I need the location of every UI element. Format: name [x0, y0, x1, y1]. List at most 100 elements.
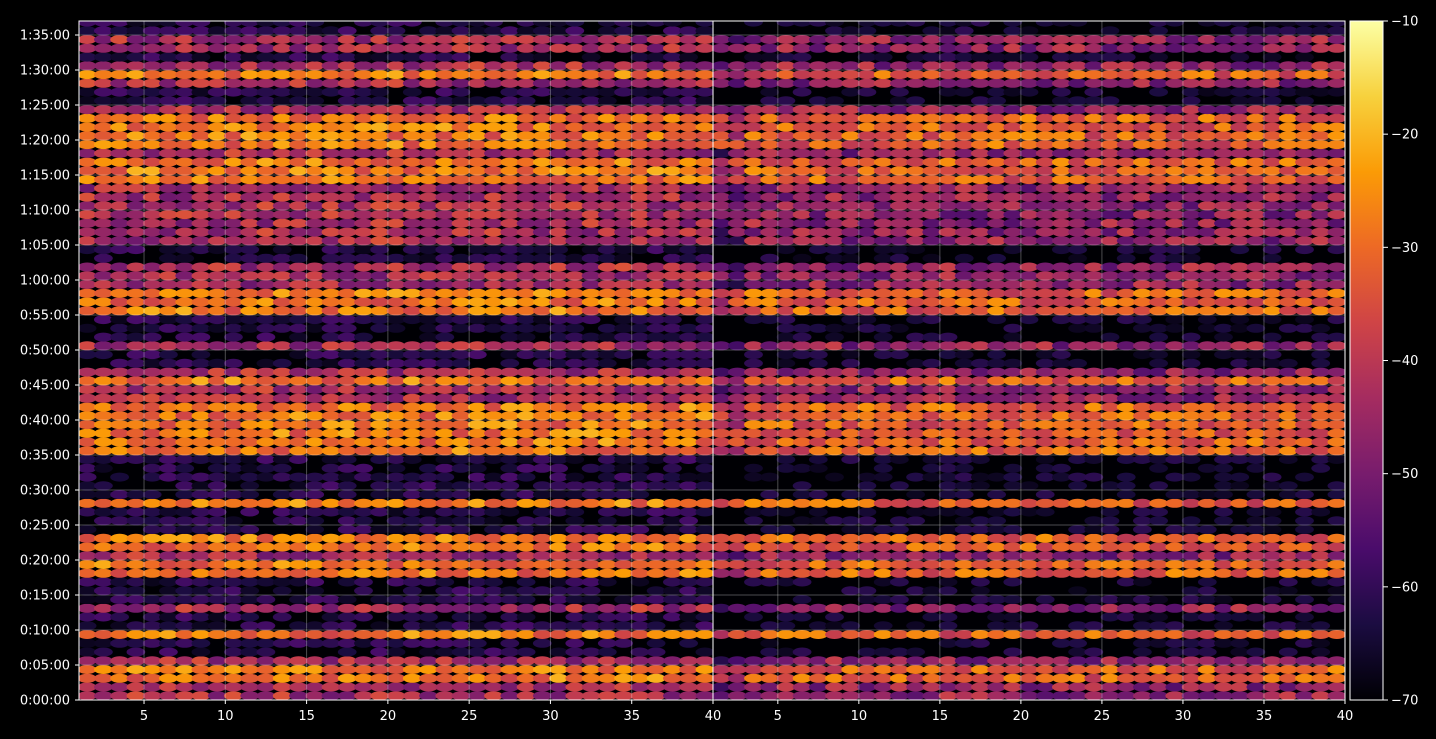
heatmap-cell-left-2993 — [549, 26, 568, 36]
heatmap-cell-left-1126 — [630, 446, 650, 456]
heatmap-cell-left-764 — [451, 525, 471, 534]
heatmap-cell-left-20 — [402, 691, 422, 700]
heatmap-cell-left-763 — [435, 525, 455, 534]
heatmap-cell-left-607 — [435, 560, 455, 569]
heatmap-cell-left-445 — [337, 595, 357, 604]
heatmap-cell-right-64 — [1116, 682, 1136, 692]
heatmap-cell-right-803 — [1084, 516, 1104, 526]
heatmap-cell-left-1852 — [386, 280, 406, 289]
heatmap-cell-left-1165 — [630, 437, 650, 447]
heatmap-cell-left-1308 — [419, 402, 438, 412]
heatmap-cell-right-2511 — [954, 131, 974, 141]
heatmap-cell-left-1913 — [110, 262, 129, 272]
heatmap-cell-left-1205 — [646, 428, 666, 438]
heatmap-cell-left-920 — [451, 490, 471, 499]
heatmap-cell-right-413 — [1084, 603, 1104, 613]
heatmap-cell-left-59 — [402, 682, 422, 692]
heatmap-cell-right-561 — [954, 568, 974, 578]
heatmap-cell-left-838 — [386, 507, 406, 517]
heatmap-cell-right-1685 — [841, 315, 861, 325]
heatmap-cell-left-1920 — [224, 262, 243, 272]
heatmap-cell-left-2411 — [597, 157, 617, 167]
heatmap-cell-right-1776 — [1052, 297, 1071, 307]
heatmap-cell-right-227 — [1230, 647, 1250, 657]
heatmap-cell-left-1476 — [614, 367, 633, 377]
heatmap-cell-left-1937 — [500, 262, 520, 272]
heatmap-cell-right-2196 — [906, 201, 925, 211]
heatmap-cell-right-1686 — [857, 315, 877, 325]
heatmap-cell-left-71 — [597, 682, 617, 692]
heatmap-cell-left-660 — [663, 551, 682, 561]
heatmap-cell-right-2197 — [922, 201, 942, 211]
heatmap-cell-left-2722 — [581, 87, 601, 97]
heatmap-cell-left-2772 — [126, 70, 146, 80]
heatmap-cell-left-638 — [305, 551, 325, 561]
heatmap-cell-left-205 — [240, 647, 260, 657]
heatmap-cell-right-1845 — [906, 280, 925, 289]
heatmap-cell-left-218 — [451, 647, 471, 657]
heatmap-cell-left-1687 — [240, 315, 260, 325]
heatmap-cell-right-1118 — [1133, 446, 1152, 456]
heatmap-cell-left-989 — [305, 472, 325, 482]
heatmap-cell-right-1324 — [1311, 402, 1331, 412]
heatmap-cell-right-1931 — [1035, 262, 1055, 272]
heatmap-cell-left-2049 — [419, 236, 438, 246]
heatmap-cell-left-1097 — [159, 446, 178, 456]
heatmap-cell-right-250 — [971, 638, 990, 648]
heatmap-cell-right-930 — [1246, 490, 1266, 499]
heatmap-cell-left-511 — [142, 577, 162, 587]
heatmap-cell-left-1069 — [337, 455, 357, 464]
heatmap-cell-right-1561 — [727, 341, 747, 351]
heatmap-cell-left-2381 — [110, 157, 129, 167]
heatmap-cell-right-2156 — [890, 210, 909, 220]
heatmap-cell-right-886 — [1165, 498, 1185, 508]
heatmap-cell-left-2199 — [321, 201, 341, 211]
heatmap-cell-left-1254 — [175, 411, 195, 421]
heatmap-cell-right-120 — [760, 665, 780, 674]
heatmap-cell-right-56 — [987, 682, 1006, 692]
heatmap-cell-right-699 — [1295, 542, 1314, 552]
heatmap-cell-right-1820 — [1133, 288, 1152, 298]
heatmap-cell-left-1824 — [565, 288, 585, 298]
heatmap-cell-left-1974 — [467, 253, 487, 263]
heatmap-cell-left-1566 — [175, 341, 195, 351]
heatmap-cell-right-69 — [1197, 682, 1217, 692]
heatmap-cell-left-2870 — [451, 52, 471, 62]
heatmap-cell-right-1550 — [1181, 350, 1201, 360]
heatmap-cell-left-29 — [549, 691, 568, 700]
heatmap-cell-left-230 — [646, 647, 666, 657]
heatmap-cell-left-1328 — [110, 393, 129, 403]
heatmap-cell-right-730 — [1165, 533, 1185, 543]
heatmap-cell-left-2026 — [679, 245, 698, 255]
heatmap-cell-right-67 — [1165, 682, 1185, 692]
heatmap-cell-left-2106 — [79, 218, 97, 228]
heatmap-cell-left-1349 — [451, 393, 471, 403]
heatmap-cell-right-2296 — [1262, 183, 1282, 193]
heatmap-cell-right-1331 — [792, 393, 812, 403]
heatmap-cell-left-686 — [451, 542, 471, 552]
heatmap-cell-right-1579 — [1019, 341, 1039, 351]
heatmap-cell-left-840 — [419, 507, 438, 517]
heatmap-cell-left-1197 — [516, 428, 536, 438]
heatmap-cell-left-1755 — [79, 297, 97, 307]
heatmap-cell-right-8 — [841, 691, 861, 700]
heatmap-cell-left-560 — [305, 568, 325, 578]
heatmap-cell-right-2532 — [1295, 131, 1314, 141]
heatmap-cell-left-1732 — [337, 306, 357, 316]
heatmap-cell-right-1291 — [776, 402, 796, 412]
heatmap-cell-right-1761 — [808, 297, 828, 307]
heatmap-cell-left-426 — [663, 603, 682, 613]
heatmap-cell-left-1518 — [663, 358, 682, 368]
heatmap-cell-right-1972 — [1068, 253, 1087, 263]
heatmap-cell-left-2961 — [663, 35, 682, 44]
heatmap-cell-left-2194 — [240, 201, 260, 211]
heatmap-cell-right-1164 — [1246, 437, 1266, 447]
heatmap-cell-left-1464 — [419, 367, 438, 377]
heatmap-cell-left-1154 — [451, 437, 471, 447]
heatmap-cell-right-2488 — [1214, 140, 1233, 150]
heatmap-cell-left-2835 — [516, 61, 536, 71]
heatmap-cell-left-1075 — [435, 455, 455, 464]
heatmap-cell-right-264 — [1197, 638, 1217, 648]
heatmap-cell-right-632 — [841, 551, 861, 561]
heatmap-cell-left-2673 — [419, 96, 438, 106]
